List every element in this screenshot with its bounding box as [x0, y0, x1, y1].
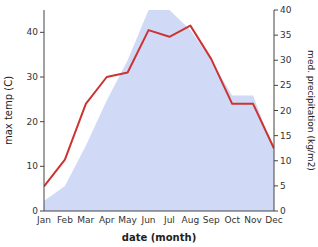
x-tick-label: Apr: [99, 215, 115, 225]
y-tick-label: 20: [27, 117, 39, 127]
x-tick-label: May: [118, 215, 137, 225]
y-axis: [44, 10, 45, 211]
y-tick: [40, 121, 44, 122]
x-tick-label: Oct: [224, 215, 240, 225]
y-axis-label: max temp (C): [3, 76, 14, 145]
y-tick: [40, 77, 44, 78]
x-tick-label: Mar: [77, 215, 94, 225]
y2-tick-label: 35: [280, 30, 291, 40]
y2-tick-label: 0: [280, 206, 286, 216]
y-tick: [40, 211, 44, 212]
y-tick: [40, 32, 44, 33]
x-tick-label: Dec: [265, 215, 282, 225]
y2-tick: [274, 110, 278, 111]
y-tick-label: 30: [27, 72, 39, 82]
y2-tick: [274, 135, 278, 136]
y2-tick-label: 40: [280, 5, 292, 15]
x-tick-label: Feb: [57, 215, 73, 225]
plot-area: [44, 10, 274, 211]
y-tick-label: 10: [27, 161, 39, 171]
x-tick-label: Sep: [203, 215, 220, 225]
y2-tick-label: 5: [280, 181, 286, 191]
y2-tick-label: 30: [280, 55, 292, 65]
temperature-line: [44, 26, 274, 187]
y2-tick: [274, 10, 278, 11]
chart: Jan Feb Mar AprMay Jun Jul AugSep Oct NovDec date…: [0, 0, 318, 247]
y2-axis-label: med. precipitation (kg/m2): [306, 50, 316, 171]
y2-tick: [274, 35, 278, 36]
x-axis-label: date (month): [122, 232, 196, 243]
y2-tick: [274, 160, 278, 161]
x-tick-label: Nov: [244, 215, 262, 225]
x-tick-label: Aug: [182, 215, 200, 225]
y2-tick-label: 25: [280, 80, 291, 90]
y2-tick: [274, 211, 278, 212]
precipitation-area: [44, 10, 274, 211]
y2-tick-label: 15: [280, 131, 291, 141]
y-tick-label: 0: [32, 206, 38, 216]
x-axis: [44, 211, 274, 212]
y-tick: [40, 166, 44, 167]
x-tick-label: Jan: [36, 215, 51, 225]
y2-tick: [274, 85, 278, 86]
x-tick-label: Jul: [163, 215, 175, 225]
y-tick-label: 40: [27, 27, 39, 37]
y2-tick: [274, 185, 278, 186]
y2-tick-label: 10: [280, 156, 292, 166]
y2-tick-label: 20: [280, 106, 292, 116]
y2-tick: [274, 60, 278, 61]
x-tick-label: Jun: [141, 215, 156, 225]
